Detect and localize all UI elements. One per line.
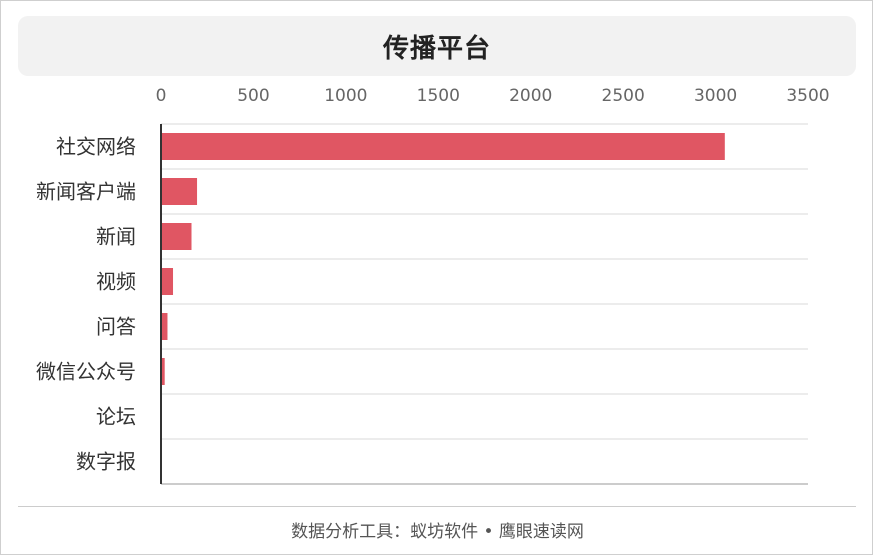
bar-chart: 0 500 1000 1500 2000 2500 3000 3500 社交网络新闻客户端新闻… bbox=[36, 86, 830, 485]
category-label: 数字报 bbox=[76, 450, 136, 474]
x-tick-label: 1000 bbox=[324, 86, 367, 106]
category-label: 社交网络 bbox=[56, 135, 136, 159]
x-tick-label: 3500 bbox=[786, 86, 829, 106]
bar bbox=[161, 358, 165, 385]
category-label: 新闻客户端 bbox=[36, 180, 136, 204]
x-tick-label: 2000 bbox=[509, 86, 552, 106]
bars bbox=[161, 133, 725, 385]
footer-credit: 数据分析工具：蚁坊软件 • 鹰眼速读网 bbox=[291, 522, 584, 542]
bar bbox=[161, 178, 198, 205]
x-tick-label: 2500 bbox=[602, 86, 645, 106]
x-tick-label: 500 bbox=[237, 86, 269, 106]
bar bbox=[161, 223, 192, 250]
x-tick-label: 0 bbox=[156, 86, 167, 106]
chart-title-bar: 传播平台 bbox=[18, 16, 856, 76]
x-tick-label: 1500 bbox=[417, 86, 460, 106]
category-label: 微信公众号 bbox=[36, 360, 136, 384]
bar bbox=[161, 268, 174, 295]
grid-layer bbox=[161, 123, 808, 485]
category-label: 新闻 bbox=[96, 225, 136, 249]
category-label: 视频 bbox=[96, 270, 136, 294]
bar bbox=[161, 313, 168, 340]
footer-divider bbox=[18, 506, 856, 507]
x-tick-labels: 0 500 1000 1500 2000 2500 3000 3500 bbox=[156, 86, 830, 106]
bar bbox=[161, 133, 725, 160]
chart-title: 传播平台 bbox=[382, 33, 491, 64]
category-label: 论坛 bbox=[96, 405, 136, 429]
category-label: 问答 bbox=[96, 315, 136, 339]
x-tick-label: 3000 bbox=[694, 86, 737, 106]
